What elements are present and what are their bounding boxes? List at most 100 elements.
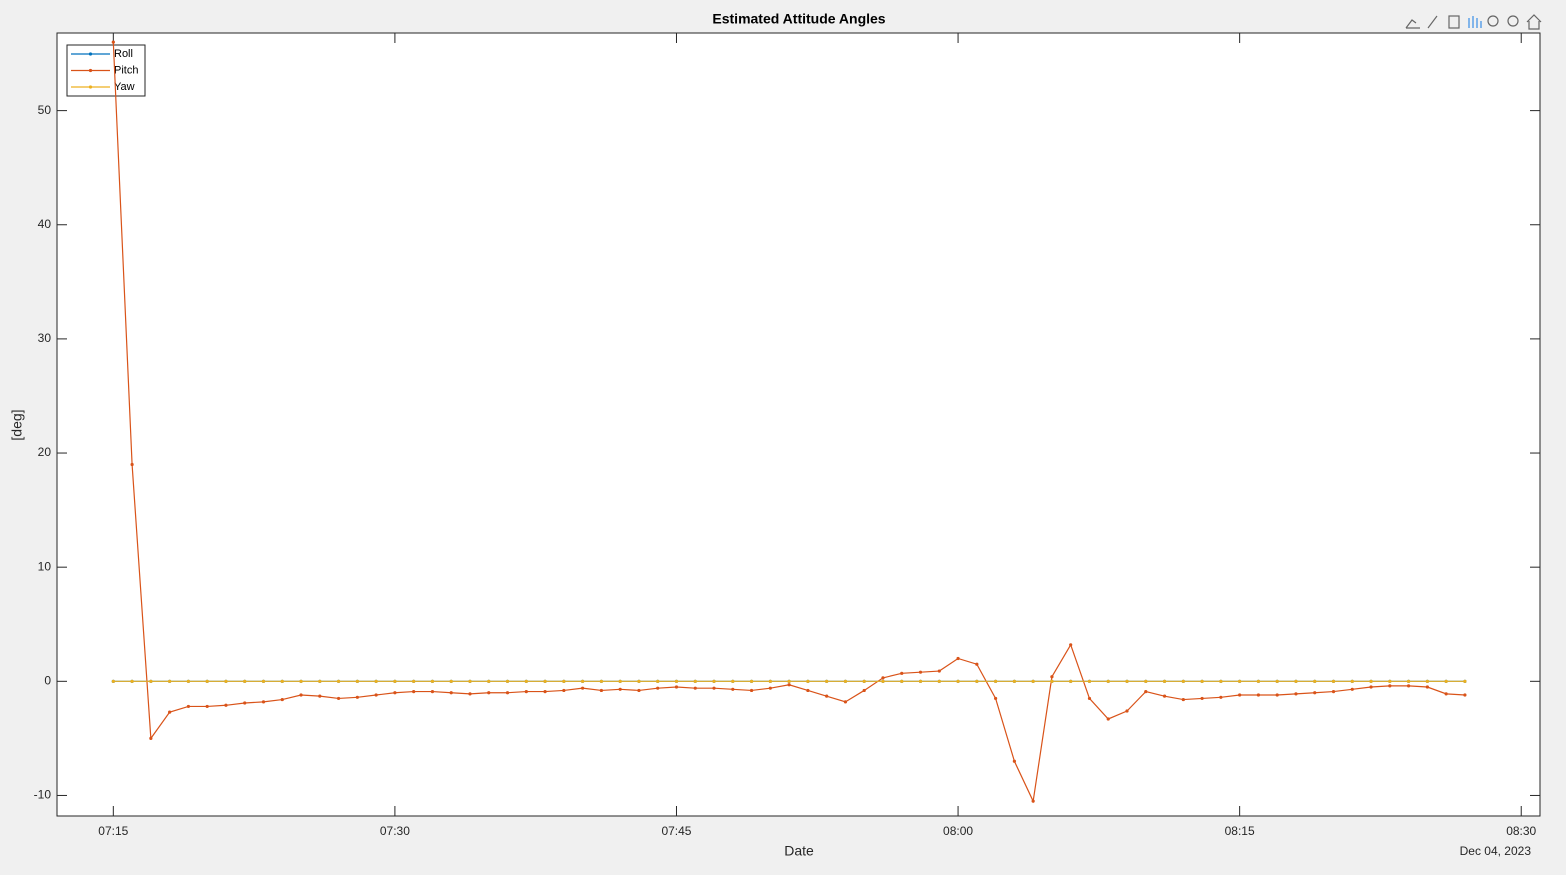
- series-marker: [1313, 691, 1317, 695]
- series-marker: [975, 679, 979, 683]
- y-tick-label: 30: [38, 331, 52, 345]
- series-marker: [261, 700, 266, 704]
- legend-marker: [88, 52, 93, 56]
- zoom-out-icon[interactable]: [1507, 15, 1519, 27]
- series-marker: [186, 704, 191, 709]
- legend-marker: [88, 85, 93, 89]
- series-marker: [881, 676, 885, 680]
- x-tick-label: 07:45: [661, 824, 691, 838]
- series-marker: [1106, 717, 1110, 721]
- series-marker: [1238, 693, 1242, 697]
- series-marker: [1463, 679, 1467, 683]
- series-marker: [505, 679, 510, 683]
- series-marker: [1369, 679, 1373, 683]
- series-marker: [1388, 684, 1392, 688]
- series-marker: [1012, 679, 1016, 683]
- series-marker: [1256, 693, 1261, 697]
- series-marker: [862, 688, 866, 693]
- series-marker: [205, 679, 209, 683]
- series-marker: [111, 679, 115, 683]
- series-marker: [1350, 679, 1354, 683]
- series-marker: [1087, 679, 1092, 683]
- datatip-icon[interactable]: [1448, 15, 1460, 29]
- series-marker: [1406, 679, 1411, 683]
- x-tick-label: 08:00: [943, 824, 973, 838]
- series-marker: [280, 697, 284, 702]
- series-marker: [862, 679, 866, 683]
- series-marker: [825, 694, 829, 698]
- series-marker: [674, 679, 679, 683]
- series-marker: [412, 689, 416, 694]
- series-marker: [505, 691, 510, 695]
- series-marker: [393, 691, 397, 695]
- series-marker: [599, 688, 603, 693]
- series-marker: [280, 679, 284, 683]
- series-marker: [336, 696, 341, 701]
- series-marker: [1125, 709, 1129, 713]
- series-marker: [1294, 692, 1298, 696]
- series-marker: [374, 693, 378, 697]
- series-marker: [487, 679, 491, 683]
- series-marker: [900, 671, 904, 675]
- series-marker: [881, 679, 885, 683]
- y-tick-label: 40: [38, 217, 52, 231]
- series-marker: [1444, 692, 1448, 696]
- series-marker: [487, 691, 491, 695]
- series-marker: [1181, 679, 1185, 683]
- x-tick-label: 08:30: [1506, 824, 1536, 838]
- series-marker: [1012, 759, 1016, 763]
- y-tick-label: 50: [38, 103, 52, 117]
- series-marker: [768, 679, 772, 683]
- series-marker: [318, 694, 322, 698]
- brush-icon[interactable]: [1427, 15, 1438, 29]
- series-marker: [1275, 693, 1279, 697]
- series-marker: [1069, 643, 1073, 647]
- toolbar[interactable]: [1405, 14, 1542, 30]
- zoom-in-icon[interactable]: [1487, 15, 1499, 27]
- series-marker: [1031, 679, 1035, 683]
- series-marker: [749, 679, 754, 683]
- series-marker: [1256, 679, 1261, 683]
- series-marker: [1350, 687, 1354, 691]
- series-marker: [937, 679, 941, 683]
- y-tick-label: 10: [38, 559, 52, 573]
- series-marker: [243, 701, 247, 705]
- series-marker: [111, 40, 115, 44]
- series-marker: [994, 696, 998, 701]
- series-marker: [562, 679, 566, 683]
- series-marker: [430, 679, 435, 683]
- series-marker: [261, 679, 266, 683]
- series-marker: [468, 692, 472, 696]
- series-marker: [336, 679, 341, 683]
- series-marker: [243, 679, 247, 683]
- series-marker: [224, 703, 228, 707]
- export-icon[interactable]: [1405, 19, 1420, 29]
- series-marker: [843, 700, 848, 704]
- series-marker: [693, 679, 697, 683]
- series-marker: [637, 688, 641, 693]
- series-marker: [956, 656, 960, 661]
- series-marker: [618, 687, 622, 691]
- series-marker: [843, 679, 848, 683]
- series-marker: [618, 679, 622, 683]
- legend-label: Roll: [114, 48, 133, 60]
- date-label: Dec 04, 2023: [1460, 844, 1532, 858]
- series-marker: [1294, 679, 1298, 683]
- series-marker: [393, 679, 397, 683]
- pan-icon[interactable]: [1468, 16, 1482, 28]
- series-marker: [524, 679, 528, 683]
- series-marker: [1406, 684, 1411, 688]
- series-marker: [768, 686, 772, 690]
- series-marker: [562, 688, 566, 693]
- series-marker: [186, 679, 191, 683]
- x-tick-label: 07:15: [98, 824, 128, 838]
- series-marker: [656, 679, 660, 683]
- series-marker: [149, 679, 153, 683]
- series-marker: [975, 662, 979, 666]
- series-marker: [205, 704, 209, 709]
- y-tick-label: -10: [34, 788, 52, 802]
- home-icon[interactable]: [1526, 14, 1542, 30]
- series-marker: [918, 679, 923, 683]
- series-marker: [430, 689, 435, 694]
